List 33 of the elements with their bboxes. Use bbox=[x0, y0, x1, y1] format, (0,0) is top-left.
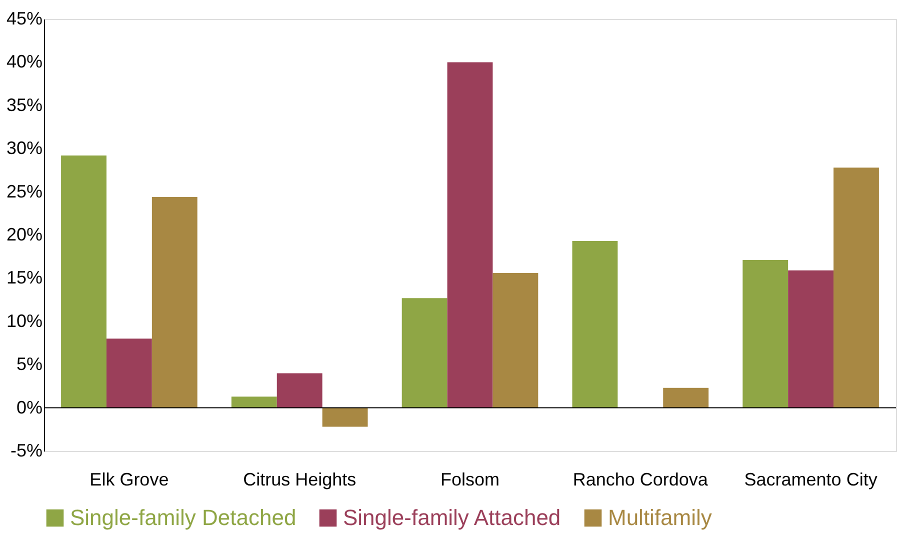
bar bbox=[663, 388, 709, 408]
bar bbox=[231, 396, 277, 408]
y-tick-label: 30% bbox=[6, 138, 42, 158]
bar bbox=[152, 196, 198, 408]
y-tick-label: 15% bbox=[6, 268, 42, 288]
bar bbox=[402, 298, 448, 408]
bar bbox=[834, 168, 879, 408]
bar bbox=[322, 408, 368, 427]
x-tick-label: Sacramento City bbox=[744, 470, 878, 490]
legend-label: Single-family Detached bbox=[70, 505, 296, 530]
x-tick-label: Elk Grove bbox=[90, 470, 169, 490]
y-tick-label: 25% bbox=[6, 181, 42, 202]
y-tick-label: 35% bbox=[6, 94, 42, 115]
bar bbox=[106, 338, 152, 408]
legend-label: Single-family Attached bbox=[343, 505, 561, 530]
y-tick-label: 45% bbox=[6, 8, 42, 28]
y-tick-label: 5% bbox=[16, 354, 42, 374]
bar bbox=[572, 241, 618, 408]
x-tick-label: Rancho Cordova bbox=[572, 470, 709, 490]
bar bbox=[276, 373, 322, 408]
bar bbox=[742, 260, 788, 408]
y-tick-label: 10% bbox=[6, 310, 42, 331]
y-tick-label: 40% bbox=[6, 52, 42, 72]
x-tick-label: Folsom bbox=[440, 470, 500, 490]
y-tick-label: -5% bbox=[10, 440, 42, 460]
bar bbox=[61, 156, 106, 408]
y-tick-label: 0% bbox=[16, 397, 42, 418]
bar bbox=[788, 270, 834, 408]
bar bbox=[447, 62, 493, 408]
bar bbox=[492, 273, 538, 408]
x-tick-label: Citrus Heights bbox=[243, 470, 356, 490]
y-tick-label: 20% bbox=[6, 224, 42, 244]
legend-label: Multifamily bbox=[608, 505, 712, 530]
